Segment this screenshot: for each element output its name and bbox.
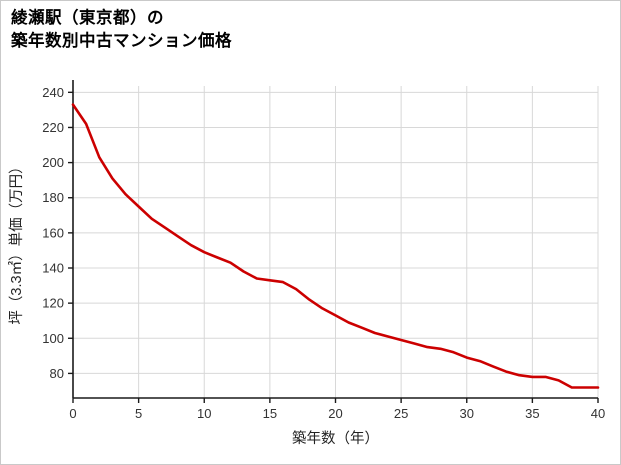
x-tick-label: 25 xyxy=(394,406,408,421)
x-tick-label: 30 xyxy=(460,406,474,421)
x-tick-label: 15 xyxy=(263,406,277,421)
y-tick-label: 240 xyxy=(42,85,64,100)
x-axis-label: 築年数（年） xyxy=(292,429,379,447)
y-tick-label: 140 xyxy=(42,261,64,276)
y-tick-label: 200 xyxy=(42,155,64,170)
y-tick-label: 220 xyxy=(42,120,64,135)
y-tick-label: 100 xyxy=(42,331,64,346)
y-tick-label: 120 xyxy=(42,296,64,311)
y-tick-label: 160 xyxy=(42,225,64,240)
x-tick-label: 35 xyxy=(525,406,539,421)
chart-title-line1: 綾瀬駅（東京都）の xyxy=(11,9,164,27)
x-tick-label: 0 xyxy=(69,406,76,421)
chart-title: 綾瀬駅（東京都）の 築年数別中古マンション価格 xyxy=(11,7,232,53)
price-series-line xyxy=(71,103,600,389)
price-line-chart: 80 100 120 140 160 180 200 220 240 0 5 10 15 20 25 30 35… xyxy=(8,80,605,447)
y-axis-label: 坪（3.3㎡）単価（万円） xyxy=(8,159,25,324)
y-tick-label: 80 xyxy=(50,366,64,381)
x-tick-label: 5 xyxy=(135,406,142,421)
x-tick-label: 10 xyxy=(197,406,211,421)
x-tick-label: 20 xyxy=(328,406,342,421)
chart-title-line2: 築年数別中古マンション価格 xyxy=(11,32,232,51)
x-tick-label: 40 xyxy=(591,406,605,421)
y-tick-label: 180 xyxy=(42,190,64,205)
